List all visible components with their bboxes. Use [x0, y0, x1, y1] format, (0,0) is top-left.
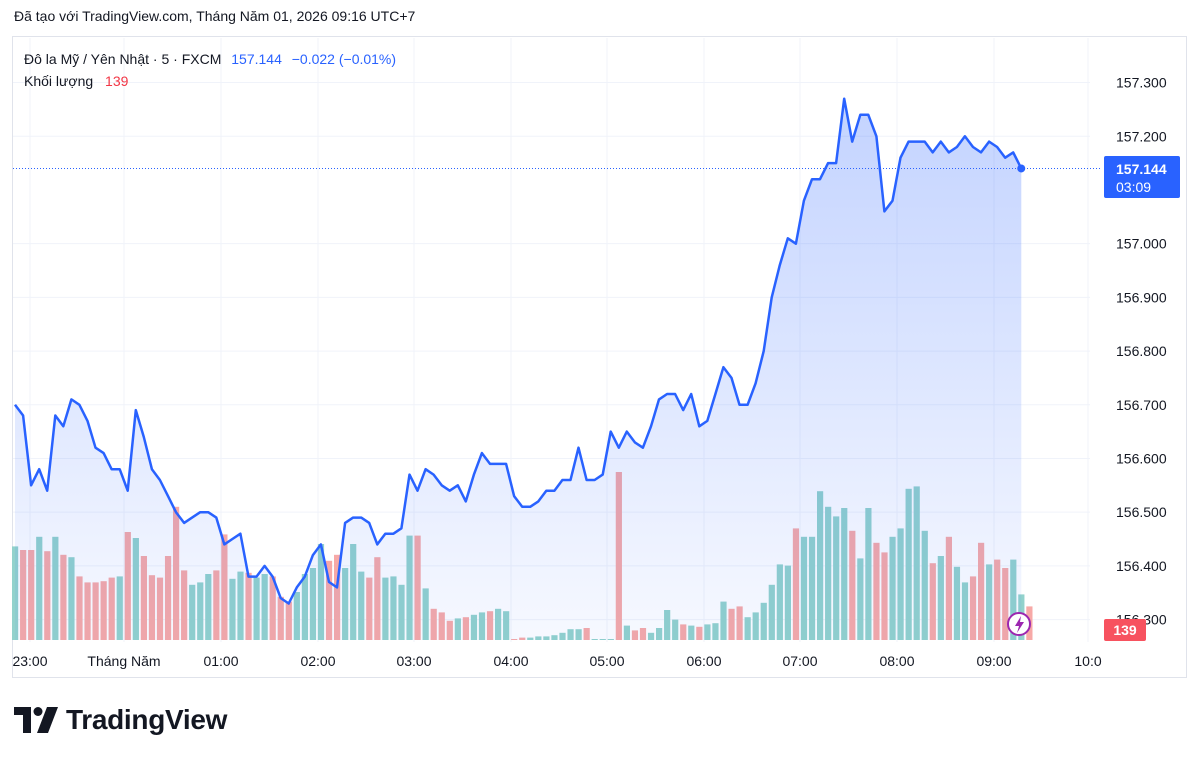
last-price-dot — [1017, 164, 1026, 173]
price-tick-label: 156.500 — [1116, 504, 1167, 520]
time-tick-label: 02:00 — [300, 653, 335, 669]
price-tick-label: 156.600 — [1116, 450, 1167, 466]
price-tick-label: 156.900 — [1116, 289, 1167, 305]
lightning-icon[interactable] — [1007, 612, 1031, 636]
time-tick-label: 06:00 — [686, 653, 721, 669]
last-price-badge-value: 157.144 — [1116, 161, 1167, 178]
time-tick-label: 07:00 — [782, 653, 817, 669]
time-axis: 23:00 Tháng Năm 01:00 02:00 03:00 04:00 05:00 0… — [12, 653, 1101, 669]
tradingview-logo[interactable]: TradingView — [14, 703, 227, 737]
chart-caption: Đã tạo với TradingView.com, Tháng Năm 01… — [14, 8, 416, 24]
volume-label[interactable]: Khối lượng — [24, 73, 94, 89]
tradingview-logo-text: TradingView — [66, 704, 228, 735]
time-tick-label: 04:00 — [493, 653, 528, 669]
price-tick-label: 156.700 — [1116, 397, 1167, 413]
price-tick-label: 157.000 — [1116, 236, 1167, 252]
symbol-row: Đô la Mỹ / Yên Nhật · 5 · FXCM 157.144 −… — [24, 48, 396, 70]
symbol-name[interactable]: Đô la Mỹ / Yên Nhật · 5 · FXCM — [24, 51, 222, 67]
bar-countdown: 03:09 — [1116, 179, 1152, 196]
time-tick-label: Tháng Năm — [87, 653, 160, 669]
price-area — [15, 98, 1022, 640]
volume-row: Khối lượng 139 — [24, 70, 396, 92]
chart-frame — [12, 36, 1187, 678]
price-tick-label: 156.400 — [1116, 558, 1167, 574]
volume-value: 139 — [105, 73, 129, 89]
time-tick-label: 01:00 — [203, 653, 238, 669]
time-tick-label: 23:00 — [12, 653, 47, 669]
time-tick-label: 05:00 — [589, 653, 624, 669]
time-tick-label: 10:0 — [1074, 653, 1101, 669]
last-volume-badge: 139 — [1104, 619, 1146, 641]
last-price-badge: 157.144 03:09 — [1104, 156, 1180, 199]
price-tick-label: 157.200 — [1116, 128, 1167, 144]
price-line — [14, 97, 1023, 605]
last-price-value: 157.144 — [231, 51, 282, 67]
price-tick-label: 156.800 — [1116, 343, 1167, 359]
time-tick-label: 09:00 — [976, 653, 1011, 669]
tradingview-logo-icon — [14, 707, 58, 733]
chart-legend: Đô la Mỹ / Yên Nhật · 5 · FXCM 157.144 −… — [24, 48, 396, 92]
price-change: −0.022 (−0.01%) — [291, 51, 397, 67]
time-tick-label: 08:00 — [879, 653, 914, 669]
price-tick-label: 157.300 — [1116, 75, 1167, 91]
time-tick-label: 03:00 — [396, 653, 431, 669]
